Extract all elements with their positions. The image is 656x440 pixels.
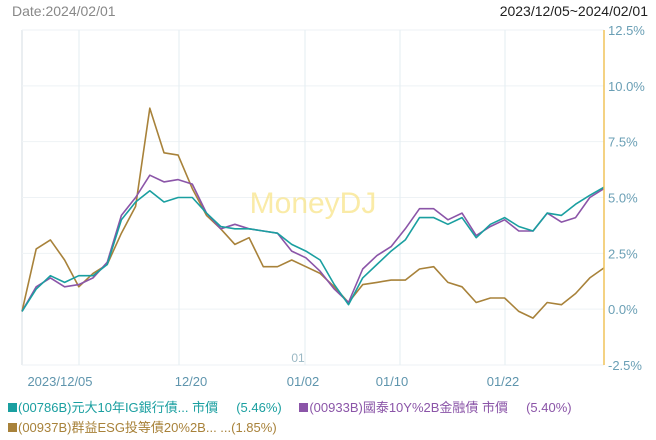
y-tick-label: 5.0% [608,191,638,206]
watermark: MoneyDJ [250,187,377,220]
y-tick-label: 10.0% [608,79,645,94]
legend-label: (00933B)國泰10Y%2B金融債 市價 [309,400,509,415]
x-tick-label: 12/20 [175,374,208,389]
legend-value: (5.40%) [526,400,572,415]
x-tick-label: 01/22 [487,374,520,389]
legend: (00786B)元大10年IG銀行債... 市價 (5.46%) (00933B… [8,398,586,438]
x-tick-label: 01/02 [287,374,320,389]
series-lines [21,107,605,319]
legend-swatch-icon [8,403,17,412]
series-line [21,174,605,312]
legend-item-00937b[interactable]: (00937B)群益ESG投等債20%2B... ...(1.85%) [8,418,277,438]
y-tick-label: 2.5% [608,246,638,261]
y-tick-label: 7.5% [608,135,638,150]
legend-value: (5.46%) [236,400,282,415]
legend-swatch-icon [8,423,17,432]
y-tick-label: 12.5% [608,23,645,38]
line-chart[interactable]: MoneyDJ 12.5%10.0%7.5%5.0%2.5%0.0%-2.5% … [0,0,656,400]
series-line [21,186,605,312]
x-axis-ticks: 2023/12/05 12/20 01/02 01/10 01/22 [27,374,519,389]
y-tick-label: -2.5% [608,358,642,373]
legend-label: (00937B)群益ESG投等債20%2B... ... [18,420,232,435]
series-line [21,107,605,319]
legend-label: (00786B)元大10年IG銀行債... 市價 [18,400,219,415]
y-axis-ticks: 12.5% 10.0% 7.5% 5.0% 2.5% 0.0% -2.5% [608,23,645,373]
legend-item-00933b[interactable]: (00933B)國泰10Y%2B金融債 市價 (5.40%) [299,398,572,418]
crosshair-label: 01 [291,351,305,365]
x-tick-label: 01/10 [376,374,409,389]
date-range-label: 2023/12/05~2024/02/01 [499,3,648,19]
legend-value: (1.85%) [231,420,277,435]
legend-item-00786b[interactable]: (00786B)元大10年IG銀行債... 市價 (5.46%) [8,398,282,418]
y-tick-label: 0.0% [608,302,638,317]
x-tick-label: 2023/12/05 [27,374,92,389]
date-label: Date:2024/02/01 [12,3,116,19]
legend-swatch-icon [299,403,309,412]
